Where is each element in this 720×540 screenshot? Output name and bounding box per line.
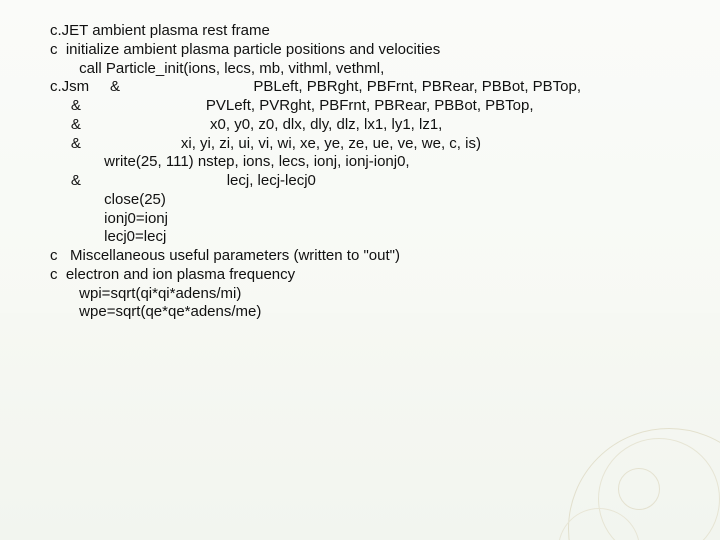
code-line: c initialize ambient plasma particle pos… [50, 41, 690, 60]
code-line: & lecj, lecj-lecj0 [50, 172, 690, 191]
code-line: & PVLeft, PVRght, PBFrnt, PBRear, PBBot,… [50, 97, 690, 116]
code-line: write(25, 111) nstep, ions, lecs, ionj, … [50, 153, 690, 172]
code-line: close(25) [50, 191, 690, 210]
code-listing: c.JET ambient plasma rest framec initial… [50, 22, 690, 322]
decorative-corner [520, 340, 720, 540]
code-line: wpe=sqrt(qe*qe*adens/me) [50, 303, 690, 322]
code-line: ionj0=ionj [50, 210, 690, 229]
code-line: & x0, y0, z0, dlx, dly, dlz, lx1, ly1, l… [50, 116, 690, 135]
code-line: wpi=sqrt(qi*qi*adens/mi) [50, 285, 690, 304]
code-line: c.JET ambient plasma rest frame [50, 22, 690, 41]
code-line: call Particle_init(ions, lecs, mb, vithm… [50, 60, 690, 79]
code-line: c electron and ion plasma frequency [50, 266, 690, 285]
code-line: c Miscellaneous useful parameters (writt… [50, 247, 690, 266]
code-line: & xi, yi, zi, ui, vi, wi, xe, ye, ze, ue… [50, 135, 690, 154]
code-line: c.Jsm & PBLeft, PBRght, PBFrnt, PBRear, … [50, 78, 690, 97]
code-line: lecj0=lecj [50, 228, 690, 247]
